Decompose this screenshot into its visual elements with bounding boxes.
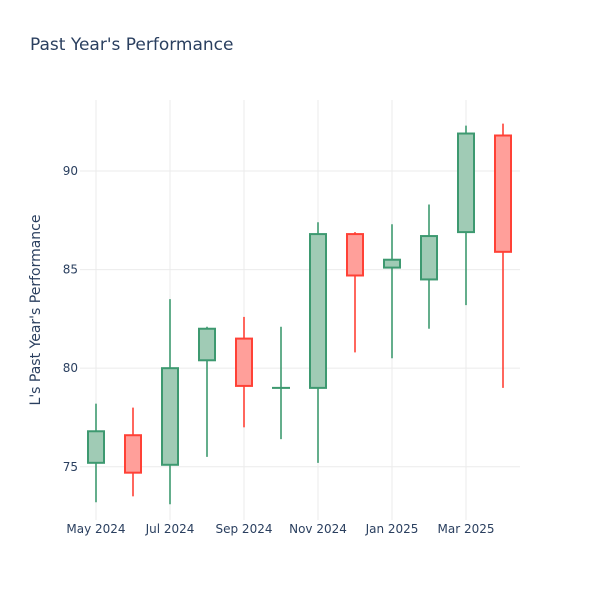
candle-increasing bbox=[457, 125, 475, 306]
candle-decreasing bbox=[124, 407, 142, 497]
candle-increasing bbox=[272, 326, 290, 440]
candle-body bbox=[346, 233, 364, 277]
candle-body bbox=[87, 430, 105, 464]
candle-increasing bbox=[383, 224, 401, 359]
grid bbox=[80, 100, 520, 520]
candle-decreasing bbox=[235, 316, 253, 428]
candle-increasing bbox=[87, 403, 105, 503]
chart-title: Past Year's Performance bbox=[30, 35, 234, 55]
x-tick-label: May 2024 bbox=[66, 522, 125, 536]
candle-body bbox=[420, 235, 438, 281]
candle-decreasing bbox=[494, 123, 512, 388]
y-tick-label: 85 bbox=[63, 263, 78, 277]
candle-increasing bbox=[309, 222, 327, 463]
y-tick-label: 80 bbox=[63, 361, 78, 375]
candle-body bbox=[161, 367, 179, 466]
y-axis-ticks: 75 80 85 90 bbox=[63, 164, 78, 474]
candle-body bbox=[457, 132, 475, 234]
candle-body bbox=[235, 337, 253, 387]
candle-increasing bbox=[420, 204, 438, 329]
candle-body bbox=[383, 258, 401, 269]
y-axis-title: L's Past Year's Performance bbox=[28, 215, 44, 406]
y-tick-label: 90 bbox=[63, 164, 78, 178]
y-tick-label: 75 bbox=[63, 460, 78, 474]
x-tick-label: Jan 2025 bbox=[365, 522, 419, 536]
candle-decreasing bbox=[346, 232, 364, 353]
candle-body bbox=[309, 233, 327, 389]
x-tick-label: Sep 2024 bbox=[216, 522, 273, 536]
x-axis-ticks: May 2024 Jul 2024 Sep 2024 Nov 2024 Jan 2025… bbox=[66, 522, 494, 536]
candle-body bbox=[124, 434, 142, 474]
x-tick-label: Jul 2024 bbox=[145, 522, 195, 536]
candles bbox=[87, 123, 512, 505]
candle-body bbox=[494, 134, 512, 253]
x-tick-label: Nov 2024 bbox=[289, 522, 347, 536]
candle-increasing bbox=[161, 299, 179, 505]
candle-increasing bbox=[198, 326, 216, 457]
x-tick-label: Mar 2025 bbox=[438, 522, 495, 536]
candle-body bbox=[198, 327, 216, 362]
